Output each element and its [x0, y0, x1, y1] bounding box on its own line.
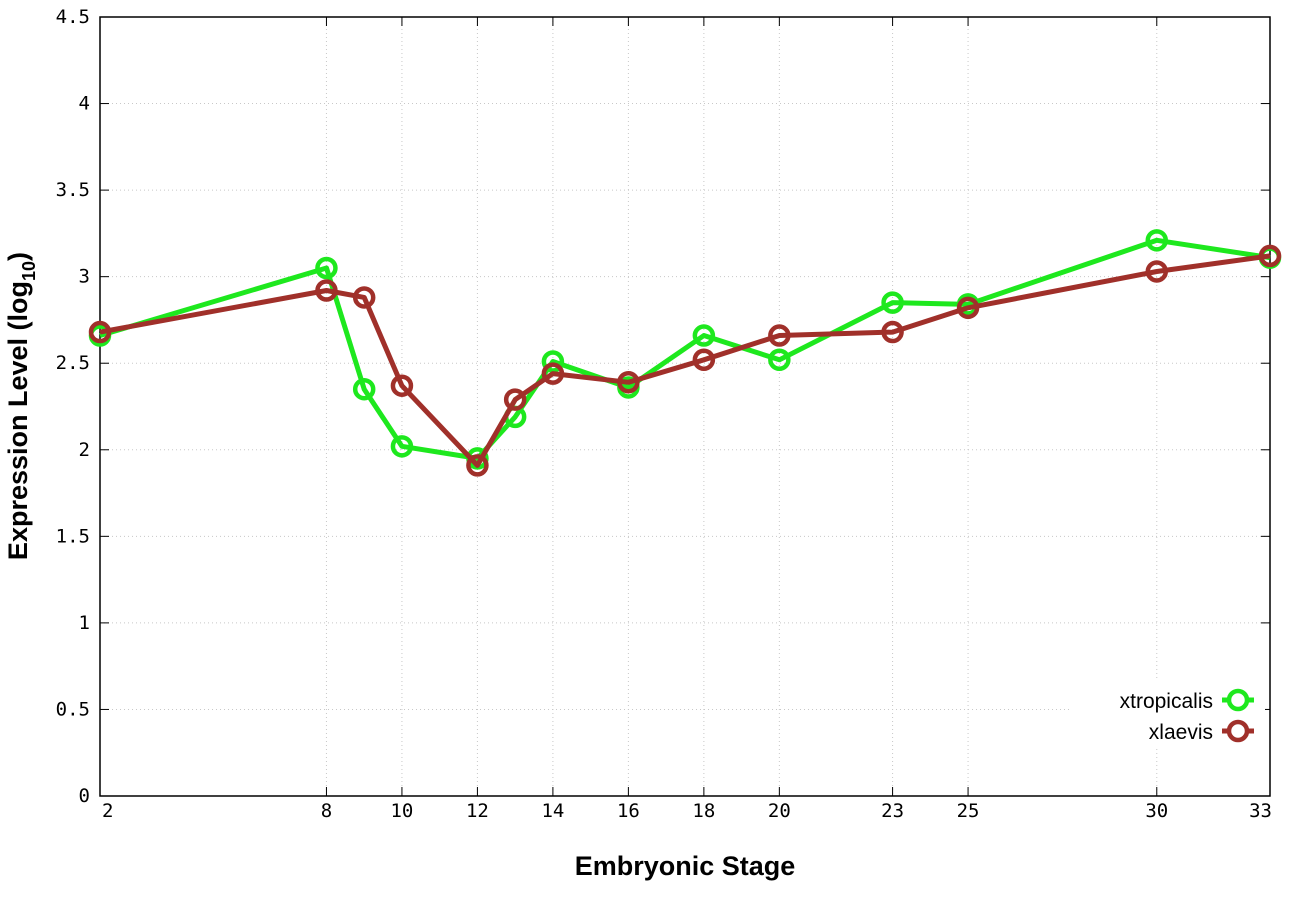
x-tick-label: 10 [390, 800, 413, 822]
y-tick-label: 0.5 [56, 698, 90, 720]
series-line-xtropicalis [99, 237, 1271, 461]
x-tick-label: 25 [957, 800, 980, 822]
x-tick-label: 16 [617, 800, 640, 822]
legend-entry-xlaevis: xlaevis [1149, 719, 1254, 744]
data-point-xtropicalis [352, 377, 376, 401]
y-tick-label: 4.5 [56, 6, 90, 28]
y-axis-title-subscript: 10 [19, 261, 39, 281]
data-point-xlaevis [352, 286, 376, 309]
data-point-xlaevis [541, 362, 565, 385]
y-tick-label: 2.5 [56, 352, 90, 374]
series-xtropicalis [88, 229, 1282, 470]
legend-label-xlaevis: xlaevis [1149, 721, 1213, 744]
data-point-xtropicalis [390, 435, 414, 458]
x-tick-label: 2 [102, 800, 113, 822]
data-point-xlaevis [1258, 244, 1282, 268]
x-tick-label: 8 [321, 800, 332, 822]
data-point-xlaevis [390, 374, 414, 397]
data-point-xlaevis [315, 279, 338, 302]
x-axis-title: Embryonic Stage [575, 851, 796, 881]
y-axis-title-close: ) [3, 252, 33, 261]
y-tick-label: 1.5 [56, 525, 90, 547]
legend-entry-xtropicalis: xtropicalis [1120, 688, 1254, 713]
data-point-xtropicalis [881, 291, 904, 314]
data-point-xtropicalis [692, 324, 716, 347]
series-xlaevis [88, 244, 1282, 477]
grid [100, 17, 1270, 796]
y-tick-label: 4 [79, 93, 90, 115]
data-point-xtropicalis [541, 350, 565, 373]
data-point-xlaevis [617, 371, 640, 394]
x-tick-label: 14 [541, 800, 564, 822]
legend-marker-xtropicalis [1226, 688, 1250, 712]
x-tick-label: 18 [692, 800, 715, 822]
data-point-xlaevis [692, 348, 716, 372]
plot-frame [99, 16, 1271, 797]
legend-marker-xlaevis [1226, 719, 1250, 743]
data-point-xlaevis [881, 320, 904, 344]
x-tick-label: 20 [768, 800, 791, 822]
y-tick-label: 3.5 [56, 179, 90, 201]
data-point-xtropicalis [768, 348, 791, 372]
data-point-xlaevis [768, 324, 791, 347]
data-point-xtropicalis [315, 256, 338, 280]
x-tick-label: 12 [466, 800, 489, 822]
data-point-xlaevis [88, 320, 112, 344]
legend-label-xtropicalis: xtropicalis [1120, 690, 1213, 713]
x-tick-label: 33 [1249, 800, 1272, 822]
data-point-xlaevis [956, 296, 980, 320]
y-tick-label: 3 [79, 266, 90, 288]
y-tick-label: 0 [79, 785, 90, 807]
legend: xtropicalis xlaevis [1070, 680, 1265, 748]
data-point-xlaevis [503, 388, 527, 411]
y-axis-ticks: 0 0.5 1 1.5 2 2.5 3 3.5 4 4.5 [56, 6, 1270, 807]
y-axis-title: Expression Level (log10) [3, 252, 39, 560]
x-tick-label: 30 [1145, 800, 1168, 822]
series-group [88, 229, 1282, 477]
x-axis-ticks: 2 8 10 12 14 16 18 20 23 25 30 33 [99, 17, 1272, 822]
data-point-xtropicalis [1145, 229, 1169, 252]
y-axis-title-main: Expression Level (log [3, 281, 33, 560]
y-tick-label: 2 [79, 439, 90, 461]
data-point-xlaevis [1145, 260, 1169, 283]
series-line-xlaevis [99, 253, 1271, 468]
data-point-xlaevis [466, 454, 489, 477]
y-tick-label: 1 [79, 612, 90, 634]
x-tick-label: 23 [881, 800, 904, 822]
